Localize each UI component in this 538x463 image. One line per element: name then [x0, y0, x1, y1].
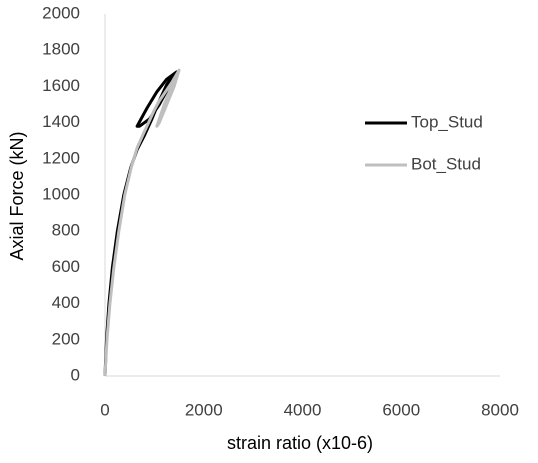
x-tick-label: 2000	[185, 400, 223, 419]
x-tick-label: 4000	[284, 400, 322, 419]
y-axis-title: Axial Force (kN)	[7, 131, 27, 260]
legend-label: Top_Stud	[411, 112, 483, 131]
series-line	[103, 70, 179, 377]
x-tick-label: 8000	[481, 400, 519, 419]
y-tick-label: 600	[52, 257, 80, 276]
y-tick-label: 0	[71, 365, 80, 384]
x-tick-label: 6000	[382, 400, 420, 419]
y-tick-label: 200	[52, 329, 80, 348]
legend-label: Bot_Stud	[411, 154, 481, 173]
y-tick-label: 400	[52, 293, 80, 312]
y-tick-label: 1400	[42, 112, 80, 131]
y-tick-label: 1600	[42, 76, 80, 95]
x-axis-title: strain ratio (x10-6)	[227, 433, 373, 453]
y-tick-label: 1800	[42, 40, 80, 59]
y-tick-label: 1200	[42, 148, 80, 167]
y-tick-label: 2000	[42, 3, 80, 22]
y-tick-label: 800	[52, 221, 80, 240]
x-tick-label: 0	[100, 400, 109, 419]
series-line	[103, 68, 181, 377]
y-tick-label: 1000	[42, 184, 80, 203]
